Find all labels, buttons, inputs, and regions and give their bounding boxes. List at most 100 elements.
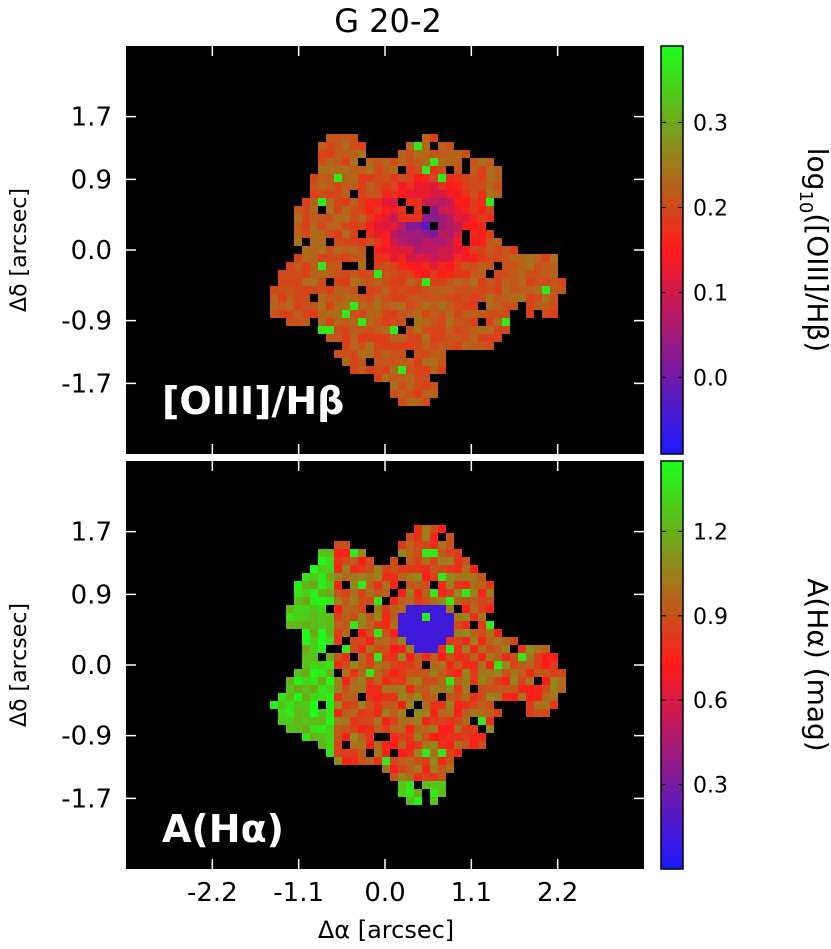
map-pixel bbox=[446, 174, 454, 182]
map-pixel bbox=[342, 326, 350, 334]
map-pixel bbox=[310, 206, 318, 214]
map-pixel bbox=[342, 749, 350, 757]
map-pixel bbox=[358, 358, 366, 366]
map-pixels bbox=[270, 525, 566, 805]
map-pixel bbox=[382, 717, 390, 725]
map-pixel bbox=[374, 190, 382, 198]
map-pixel bbox=[414, 174, 422, 182]
map-pixel bbox=[406, 366, 414, 374]
map-pixel bbox=[406, 605, 414, 613]
map-pixel bbox=[430, 709, 438, 717]
map-pixel bbox=[478, 278, 486, 286]
map-pixel bbox=[414, 685, 422, 693]
map-pixel bbox=[430, 342, 438, 350]
map-pixel bbox=[358, 597, 366, 605]
map-pixel bbox=[550, 254, 558, 262]
map-pixel bbox=[334, 757, 342, 765]
map-pixel bbox=[462, 557, 470, 565]
map-pixel bbox=[422, 757, 430, 765]
map-pixel bbox=[454, 669, 462, 677]
map-pixel bbox=[470, 677, 478, 685]
map-pixel bbox=[422, 294, 430, 302]
map-pixel bbox=[526, 254, 534, 262]
map-pixel bbox=[542, 661, 550, 669]
map-pixel bbox=[534, 661, 542, 669]
map-pixel bbox=[342, 278, 350, 286]
map-pixel bbox=[358, 741, 366, 749]
y-tick-label: 1.7 bbox=[71, 518, 112, 548]
map-pixel bbox=[414, 222, 422, 230]
map-pixel bbox=[470, 334, 478, 342]
map-pixel bbox=[478, 206, 486, 214]
map-pixel bbox=[446, 685, 454, 693]
map-pixel bbox=[478, 262, 486, 270]
map-pixel bbox=[446, 597, 454, 605]
map-pixel bbox=[406, 741, 414, 749]
map-pixel bbox=[446, 637, 454, 645]
map-pixel bbox=[318, 557, 326, 565]
map-pixel bbox=[318, 725, 326, 733]
map-pixel bbox=[422, 214, 430, 222]
map-pixel bbox=[470, 565, 478, 573]
map-pixel bbox=[534, 294, 542, 302]
map-pixel bbox=[462, 669, 470, 677]
map-pixel bbox=[454, 749, 462, 757]
map-pixel bbox=[278, 286, 286, 294]
map-pixel bbox=[326, 725, 334, 733]
map-pixel bbox=[358, 366, 366, 374]
map-pixel bbox=[438, 733, 446, 741]
map-pixel bbox=[454, 733, 462, 741]
map-pixel bbox=[470, 669, 478, 677]
map-pixel bbox=[342, 310, 350, 318]
map-pixel bbox=[366, 565, 374, 573]
map-pixel bbox=[534, 270, 542, 278]
map-pixel bbox=[518, 294, 526, 302]
map-pixel bbox=[558, 677, 566, 685]
map-pixel bbox=[406, 270, 414, 278]
map-pixel bbox=[478, 733, 486, 741]
map-pixel bbox=[318, 238, 326, 246]
map-pixel bbox=[326, 270, 334, 278]
map-pixel bbox=[462, 741, 470, 749]
map-pixel bbox=[430, 310, 438, 318]
map-pixel bbox=[494, 246, 502, 254]
map-pixel bbox=[342, 573, 350, 581]
map-pixel bbox=[342, 334, 350, 342]
map-pixel bbox=[334, 565, 342, 573]
map-pixel bbox=[334, 230, 342, 238]
map-pixel bbox=[366, 318, 374, 326]
map-pixel bbox=[414, 350, 422, 358]
map-pixel bbox=[374, 605, 382, 613]
map-pixel bbox=[478, 741, 486, 749]
map-pixel bbox=[326, 206, 334, 214]
colorbar-label: log10([OIII]/Hβ) bbox=[795, 148, 831, 352]
map-pixel bbox=[366, 222, 374, 230]
map-pixel bbox=[438, 246, 446, 254]
map-pixel bbox=[414, 773, 422, 781]
map-pixel bbox=[470, 733, 478, 741]
map-pixel bbox=[406, 573, 414, 581]
map-pixel bbox=[358, 326, 366, 334]
map-pixel bbox=[326, 286, 334, 294]
map-pixel bbox=[510, 246, 518, 254]
map-pixel bbox=[334, 254, 342, 262]
map-pixel bbox=[446, 725, 454, 733]
map-pixel bbox=[406, 398, 414, 406]
map-pixel bbox=[374, 286, 382, 294]
map-pixel bbox=[286, 294, 294, 302]
map-pixel bbox=[318, 222, 326, 230]
map-pixel bbox=[406, 597, 414, 605]
map-pixel bbox=[406, 302, 414, 310]
map-pixel bbox=[414, 358, 422, 366]
map-pixel bbox=[342, 565, 350, 573]
map-pixel bbox=[390, 350, 398, 358]
map-pixel bbox=[350, 645, 358, 653]
map-pixel bbox=[446, 222, 454, 230]
map-pixel bbox=[438, 621, 446, 629]
map-pixel bbox=[430, 358, 438, 366]
map-pixel bbox=[550, 278, 558, 286]
map-pixel bbox=[486, 669, 494, 677]
map-pixel bbox=[470, 182, 478, 190]
map-pixel bbox=[318, 158, 326, 166]
map-pixel bbox=[454, 701, 462, 709]
